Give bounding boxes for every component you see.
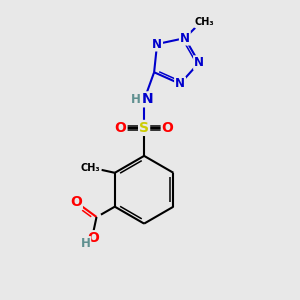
Text: CH₃: CH₃ <box>81 164 100 173</box>
Text: N: N <box>142 92 154 106</box>
Text: S: S <box>139 121 149 135</box>
Text: O: O <box>70 195 82 209</box>
Text: N: N <box>180 32 190 45</box>
Text: CH₃: CH₃ <box>195 17 214 27</box>
Text: O: O <box>162 121 174 135</box>
Text: N: N <box>175 77 185 90</box>
Text: O: O <box>115 121 127 135</box>
Text: N: N <box>194 56 204 69</box>
Text: O: O <box>88 231 100 245</box>
Text: H: H <box>131 93 141 106</box>
Text: N: N <box>152 38 162 50</box>
Text: H: H <box>80 237 90 250</box>
